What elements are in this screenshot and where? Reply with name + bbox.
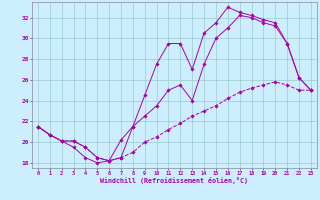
- X-axis label: Windchill (Refroidissement éolien,°C): Windchill (Refroidissement éolien,°C): [100, 177, 248, 184]
